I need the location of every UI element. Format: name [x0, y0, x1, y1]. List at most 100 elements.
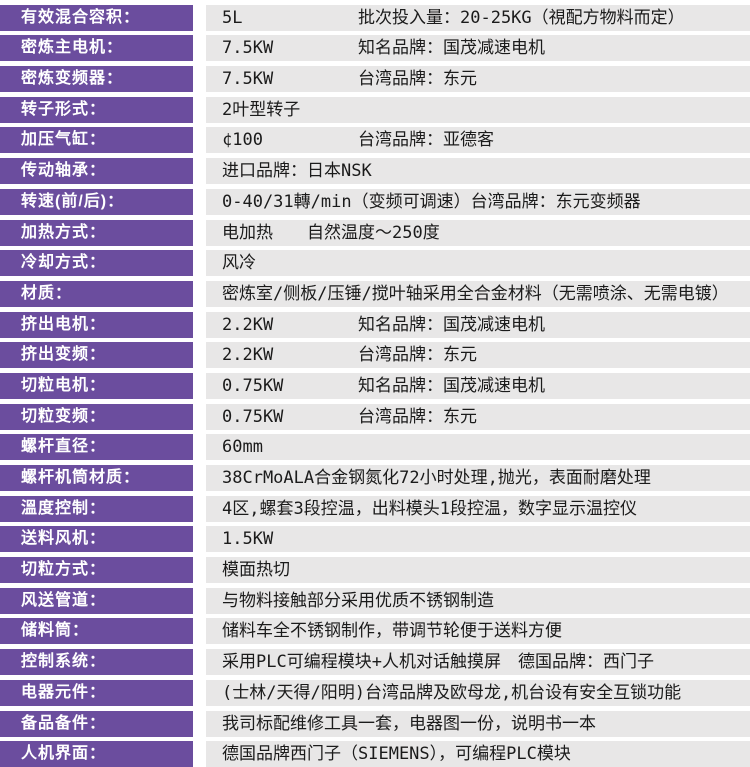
spec-value-main: 0.75KW — [222, 406, 284, 427]
column-divider — [193, 434, 206, 461]
spec-value-brand: 批次投入量：20-25KG（視配方物料而定） — [358, 7, 685, 28]
spec-value-main: 7.5KW — [222, 38, 274, 59]
spec-value-main: ¢100 — [222, 130, 263, 151]
column-divider — [193, 96, 206, 123]
table-row: 电器元件： (士林/天得/阳明)台湾品牌及欧母龙,机台设有安全互锁功能 — [0, 679, 750, 706]
column-divider — [193, 280, 206, 307]
spec-label: 加热方式： — [0, 219, 193, 246]
spec-label: 挤出电机： — [0, 311, 193, 338]
table-row: 风送管道： 与物料接触部分采用优质不锈钢制造 — [0, 587, 750, 614]
table-row: 转速(前/后)： 0-40/31轉/min（变频可调速）台湾品牌：东元变频器 — [0, 188, 750, 215]
spec-value: 7.5KW 台湾品牌：东元 — [206, 66, 750, 93]
spec-value: 7.5KW 知名品牌：国茂减速电机 — [206, 35, 750, 62]
spec-label: 切粒方式： — [0, 557, 193, 584]
spec-value: 4区,螺套3段控温，出料模头1段控温，数字显示温控仪 — [206, 495, 750, 522]
spec-value: 0.75KW 台湾品牌：东元 — [206, 403, 750, 430]
spec-value: 2.2KW 台湾品牌：东元 — [206, 342, 750, 369]
spec-value: 0-40/31轉/min（变频可调速）台湾品牌：东元变频器 — [206, 188, 750, 215]
table-row: 控制系统： 采用PLC可编程模块+人机对话触摸屏 德国品牌：西门子 — [0, 649, 750, 676]
spec-label: 人机界面： — [0, 741, 193, 767]
column-divider — [193, 465, 206, 491]
spec-value: 38CrMoALA合金钢氮化72小时处理,抛光，表面耐磨处理 — [206, 465, 750, 491]
spec-label: 螺杆直径： — [0, 434, 193, 461]
spec-label: 切粒变频： — [0, 403, 193, 430]
spec-value: 5L 批次投入量：20-25KG（視配方物料而定） — [206, 4, 750, 31]
spec-value-main: 2叶型转子 — [222, 99, 301, 120]
spec-value-main: 4区,螺套3段控温，出料模头1段控温，数字显示温控仪 — [222, 498, 637, 519]
table-row: 切粒电机： 0.75KW 知名品牌：国茂减速电机 — [0, 372, 750, 399]
column-divider — [193, 618, 206, 645]
column-divider — [193, 649, 206, 676]
table-row: 密炼主电机： 7.5KW 知名品牌：国茂减速电机 — [0, 35, 750, 62]
spec-label: 密炼变频器： — [0, 66, 193, 93]
spec-value: 0.75KW 知名品牌：国茂减速电机 — [206, 372, 750, 399]
table-row: 备品备件： 我司标配维修工具一套，电器图一份，说明书一本 — [0, 710, 750, 737]
spec-value: ¢100 台湾品牌：亚德客 — [206, 127, 750, 154]
spec-value: 2.2KW 知名品牌：国茂减速电机 — [206, 311, 750, 338]
spec-value-main: 储料车全不锈钢制作，带调节轮便于送料方便 — [222, 621, 562, 642]
spec-value-main: 1.5KW — [222, 529, 274, 550]
table-row: 溫度控制： 4区,螺套3段控温，出料模头1段控温，数字显示温控仪 — [0, 495, 750, 522]
column-divider — [193, 35, 206, 62]
spec-label: 挤出变频： — [0, 342, 193, 369]
spec-value: 电加热 自然温度～250度 — [206, 219, 750, 246]
spec-value-main: 风冷 — [222, 253, 256, 274]
spec-value-main: 38CrMoALA合金钢氮化72小时处理,抛光，表面耐磨处理 — [222, 468, 651, 488]
spec-label: 冷却方式： — [0, 250, 193, 277]
spec-value: 60mm — [206, 434, 750, 461]
spec-label: 切粒电机： — [0, 372, 193, 399]
spec-value-main: 60mm — [222, 437, 263, 458]
spec-value-main: 0-40/31轉/min（变频可调速）台湾品牌：东元变频器 — [222, 191, 641, 212]
spec-value-brand: 台湾品牌：东元 — [358, 69, 477, 90]
spec-value: 储料车全不锈钢制作，带调节轮便于送料方便 — [206, 618, 750, 645]
spec-value: 密炼室/侧板/压锤/搅叶轴采用全合金材料（无需喷涂、无需电镀） — [206, 280, 750, 307]
spec-value-main: 密炼室/侧板/压锤/搅叶轴采用全合金材料（无需喷涂、无需电镀） — [222, 283, 729, 304]
spec-value: 风冷 — [206, 250, 750, 277]
column-divider — [193, 403, 206, 430]
spec-value: 我司标配维修工具一套，电器图一份，说明书一本 — [206, 710, 750, 737]
spec-label: 转子形式： — [0, 96, 193, 123]
spec-value-brand: 台湾品牌：东元 — [358, 406, 477, 427]
spec-value: 与物料接触部分采用优质不锈钢制造 — [206, 587, 750, 614]
spec-label: 风送管道： — [0, 587, 193, 614]
table-row: 密炼变频器： 7.5KW 台湾品牌：东元 — [0, 66, 750, 93]
spec-value-main: 模面热切 — [222, 560, 290, 581]
spec-value: 采用PLC可编程模块+人机对话触摸屏 德国品牌：西门子 — [206, 649, 750, 676]
column-divider — [193, 495, 206, 522]
spec-value-main: 电加热 自然温度～250度 — [222, 222, 440, 243]
table-row: 加压气缸： ¢100 台湾品牌：亚德客 — [0, 127, 750, 154]
spec-value: 模面热切 — [206, 557, 750, 584]
column-divider — [193, 526, 206, 553]
spec-label: 控制系统： — [0, 649, 193, 676]
table-row: 螺杆机筒材质： 38CrMoALA合金钢氮化72小时处理,抛光，表面耐磨处理 — [0, 465, 750, 491]
spec-label: 螺杆机筒材质： — [0, 465, 193, 491]
spec-value: 1.5KW — [206, 526, 750, 553]
column-divider — [193, 188, 206, 215]
column-divider — [193, 250, 206, 277]
table-row: 冷却方式： 风冷 — [0, 250, 750, 277]
spec-value-main: 2.2KW — [222, 345, 274, 366]
table-row: 挤出电机： 2.2KW 知名品牌：国茂减速电机 — [0, 311, 750, 338]
spec-value-main: 我司标配维修工具一套，电器图一份，说明书一本 — [222, 713, 596, 734]
column-divider — [193, 679, 206, 706]
table-row: 切粒变频： 0.75KW 台湾品牌：东元 — [0, 403, 750, 430]
table-row: 转子形式： 2叶型转子 — [0, 96, 750, 123]
table-row: 加热方式： 电加热 自然温度～250度 — [0, 219, 750, 246]
spec-value-main: (士林/天得/阳明)台湾品牌及欧母龙,机台设有安全互锁功能 — [222, 682, 682, 703]
spec-label: 传动轴承： — [0, 158, 193, 185]
spec-label: 密炼主电机： — [0, 35, 193, 62]
column-divider — [193, 219, 206, 246]
spec-value-brand: 知名品牌：国茂减速电机 — [358, 314, 545, 335]
spec-label: 有效混合容积： — [0, 4, 193, 31]
column-divider — [193, 342, 206, 369]
spec-label: 转速(前/后)： — [0, 188, 193, 215]
column-divider — [193, 66, 206, 93]
spec-value-main: 7.5KW — [222, 69, 274, 90]
table-row: 送料风机： 1.5KW — [0, 526, 750, 553]
column-divider — [193, 710, 206, 737]
spec-label: 储料筒： — [0, 618, 193, 645]
column-divider — [193, 127, 206, 154]
table-row: 螺杆直径： 60mm — [0, 434, 750, 461]
spec-value: 进口品牌：日本NSK — [206, 158, 750, 185]
